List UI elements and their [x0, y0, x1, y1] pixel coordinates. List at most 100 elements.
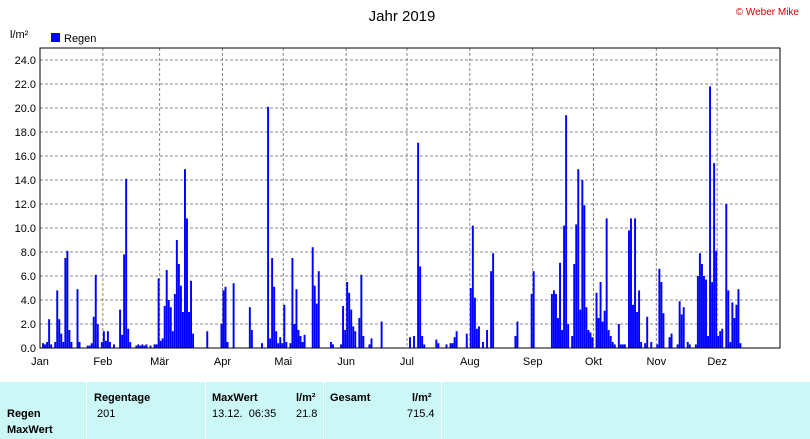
rain-bar: [299, 336, 302, 348]
rain-bar: [220, 324, 223, 348]
y-tick-label: 20.0: [15, 103, 36, 115]
rain-bar: [721, 328, 724, 348]
rain-bar: [658, 268, 661, 348]
rain-bar: [465, 333, 468, 348]
rain-bar: [717, 336, 720, 348]
rain-bar: [50, 344, 53, 348]
rain-bar: [477, 326, 480, 348]
rain-bar: [250, 330, 253, 348]
month-label: Nov: [647, 356, 667, 368]
rain-bar: [163, 306, 166, 348]
rain-bar: [636, 312, 639, 348]
rain-bar: [725, 204, 728, 348]
maxwert-datetime: 13.12. 06:35: [212, 408, 277, 420]
rain-bar: [121, 334, 124, 348]
month-label: Apr: [214, 356, 231, 368]
rain-bar: [678, 301, 681, 348]
rain-bar: [370, 338, 373, 348]
rain-bar: [413, 336, 416, 348]
rain-bar: [423, 344, 426, 348]
rain-bar: [694, 344, 697, 348]
rain-bar: [125, 178, 128, 348]
y-tick-label: 24.0: [15, 55, 36, 67]
rain-bar: [167, 300, 170, 348]
rain-bar: [550, 294, 553, 348]
rain-bar: [206, 331, 209, 348]
legend-swatch: [51, 33, 60, 42]
rain-bar: [340, 344, 343, 348]
rain-bar: [161, 338, 164, 348]
rain-bar: [86, 345, 89, 348]
rain-bar: [78, 342, 81, 348]
rain-bar: [368, 344, 371, 348]
chart-title: Jahr 2019: [369, 8, 436, 25]
legend-label: Regen: [64, 33, 96, 45]
gesamt-unit: l/m²: [412, 392, 432, 404]
rain-bar: [638, 290, 641, 348]
rain-bar: [557, 318, 559, 348]
rain-bar: [232, 283, 235, 348]
rain-bar: [619, 344, 622, 348]
rain-bar: [135, 345, 138, 348]
rain-bar: [311, 247, 314, 348]
y-tick-label: 8.0: [21, 247, 36, 259]
row-label-regen: Regen: [7, 408, 41, 420]
rain-bar: [475, 328, 478, 348]
rain-bar: [601, 321, 604, 348]
month-label: Dez: [707, 356, 727, 368]
rain-bar: [344, 330, 347, 348]
rain-bar: [350, 309, 353, 348]
rain-bar: [567, 324, 570, 348]
rain-bar: [646, 316, 649, 348]
rain-bar: [192, 333, 195, 348]
rain-bar: [514, 336, 517, 348]
month-label: Mär: [150, 356, 169, 368]
rain-bar: [644, 343, 647, 348]
rain-bar: [492, 253, 495, 348]
y-tick-label: 12.0: [15, 199, 36, 211]
month-labels: Jan Feb Mär Apr Mai Jun Jul Aug Sep Okt Nov Dez: [31, 356, 727, 368]
rain-bar: [143, 345, 146, 348]
rain-bar: [660, 282, 663, 348]
rain-bar: [451, 343, 454, 348]
rain-bar: [181, 312, 184, 348]
rain-bar: [559, 262, 561, 348]
y-tick-labels: 0.0 2.0 4.0 6.0 8.0 10.0 12.0 14.0 16.0 18.0 20.0 2…: [15, 55, 36, 355]
rain-bar: [561, 330, 564, 348]
rain-bar: [119, 309, 122, 348]
gesamt-header: Gesamt: [330, 392, 371, 404]
rain-bar: [188, 312, 190, 348]
rain-chart: 0.0 2.0 4.0 6.0 8.0 10.0 12.0 14.0 16.0 18.0 20.0 2…: [10, 7, 799, 368]
regentage-header: Regentage: [94, 392, 151, 404]
rain-bar: [261, 343, 263, 348]
month-label: Okt: [585, 356, 602, 368]
rain-bar: [277, 343, 280, 348]
rain-bar: [709, 86, 712, 349]
y-tick-label: 6.0: [21, 271, 36, 283]
rain-bar: [729, 342, 732, 348]
rain-bar: [711, 282, 714, 348]
rain-bar: [60, 333, 63, 348]
rain-bar: [76, 289, 79, 348]
month-label: Aug: [460, 356, 480, 368]
rain-bar: [682, 307, 685, 348]
rain-bar: [171, 331, 174, 348]
rain-bar: [707, 336, 709, 348]
rain-bar: [159, 340, 162, 348]
rain-bar: [589, 332, 592, 348]
y-tick-label: 2.0: [21, 319, 36, 331]
rain-bar: [293, 324, 296, 348]
rain-bar: [735, 304, 738, 348]
rain-bar: [719, 331, 722, 348]
rain-bar: [313, 285, 316, 348]
rain-bar: [108, 342, 111, 348]
rain-bar: [149, 345, 152, 348]
rain-bar: [346, 282, 349, 348]
month-label: Sep: [523, 356, 543, 368]
rain-bar: [435, 339, 438, 348]
rain-bar: [358, 318, 361, 348]
rain-bar: [155, 344, 158, 348]
rain-bar: [609, 336, 612, 348]
rain-bar: [571, 336, 574, 348]
rain-bar: [739, 343, 742, 348]
